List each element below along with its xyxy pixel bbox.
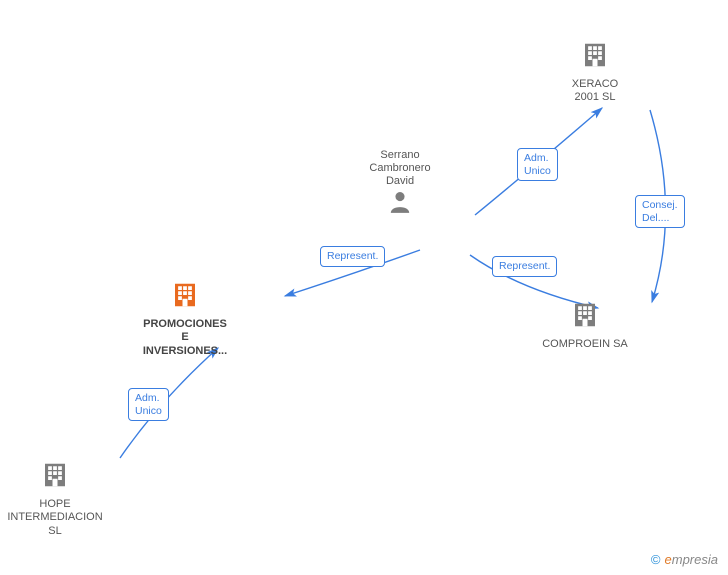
node-label: HOPE INTERMEDIACION SL xyxy=(0,498,115,538)
copyright-symbol: © xyxy=(651,552,661,567)
node-label: PROMOCIONES E INVERSIONES... xyxy=(125,318,245,358)
building-icon xyxy=(580,61,610,73)
node-promociones[interactable]: PROMOCIONES E INVERSIONES... xyxy=(125,280,245,358)
edge-label-e2: Consej. Del.... xyxy=(635,195,685,228)
node-label: COMPROEIN SA xyxy=(525,338,645,351)
footer-attribution: © empresia xyxy=(651,552,718,567)
edge-label-e3: Represent. xyxy=(492,256,557,277)
building-icon xyxy=(40,481,70,493)
node-label: Serrano Cambronero David xyxy=(340,149,460,189)
edge-label-e1: Adm. Unico xyxy=(517,148,558,181)
node-label: XERACO 2001 SL xyxy=(535,78,655,104)
brand-rest: mpresia xyxy=(672,552,718,567)
edge-label-e4: Represent. xyxy=(320,246,385,267)
node-comproein[interactable]: COMPROEIN SA xyxy=(525,300,645,351)
node-serrano[interactable]: Serrano Cambronero David xyxy=(340,145,460,219)
node-hope[interactable]: HOPE INTERMEDIACION SL xyxy=(0,460,115,538)
edge-label-e5: Adm. Unico xyxy=(128,388,169,421)
node-xeraco[interactable]: XERACO 2001 SL xyxy=(535,40,655,105)
brand-first-letter: e xyxy=(665,552,672,567)
building-icon xyxy=(570,321,600,333)
person-icon xyxy=(387,206,413,218)
building-icon xyxy=(170,301,200,313)
